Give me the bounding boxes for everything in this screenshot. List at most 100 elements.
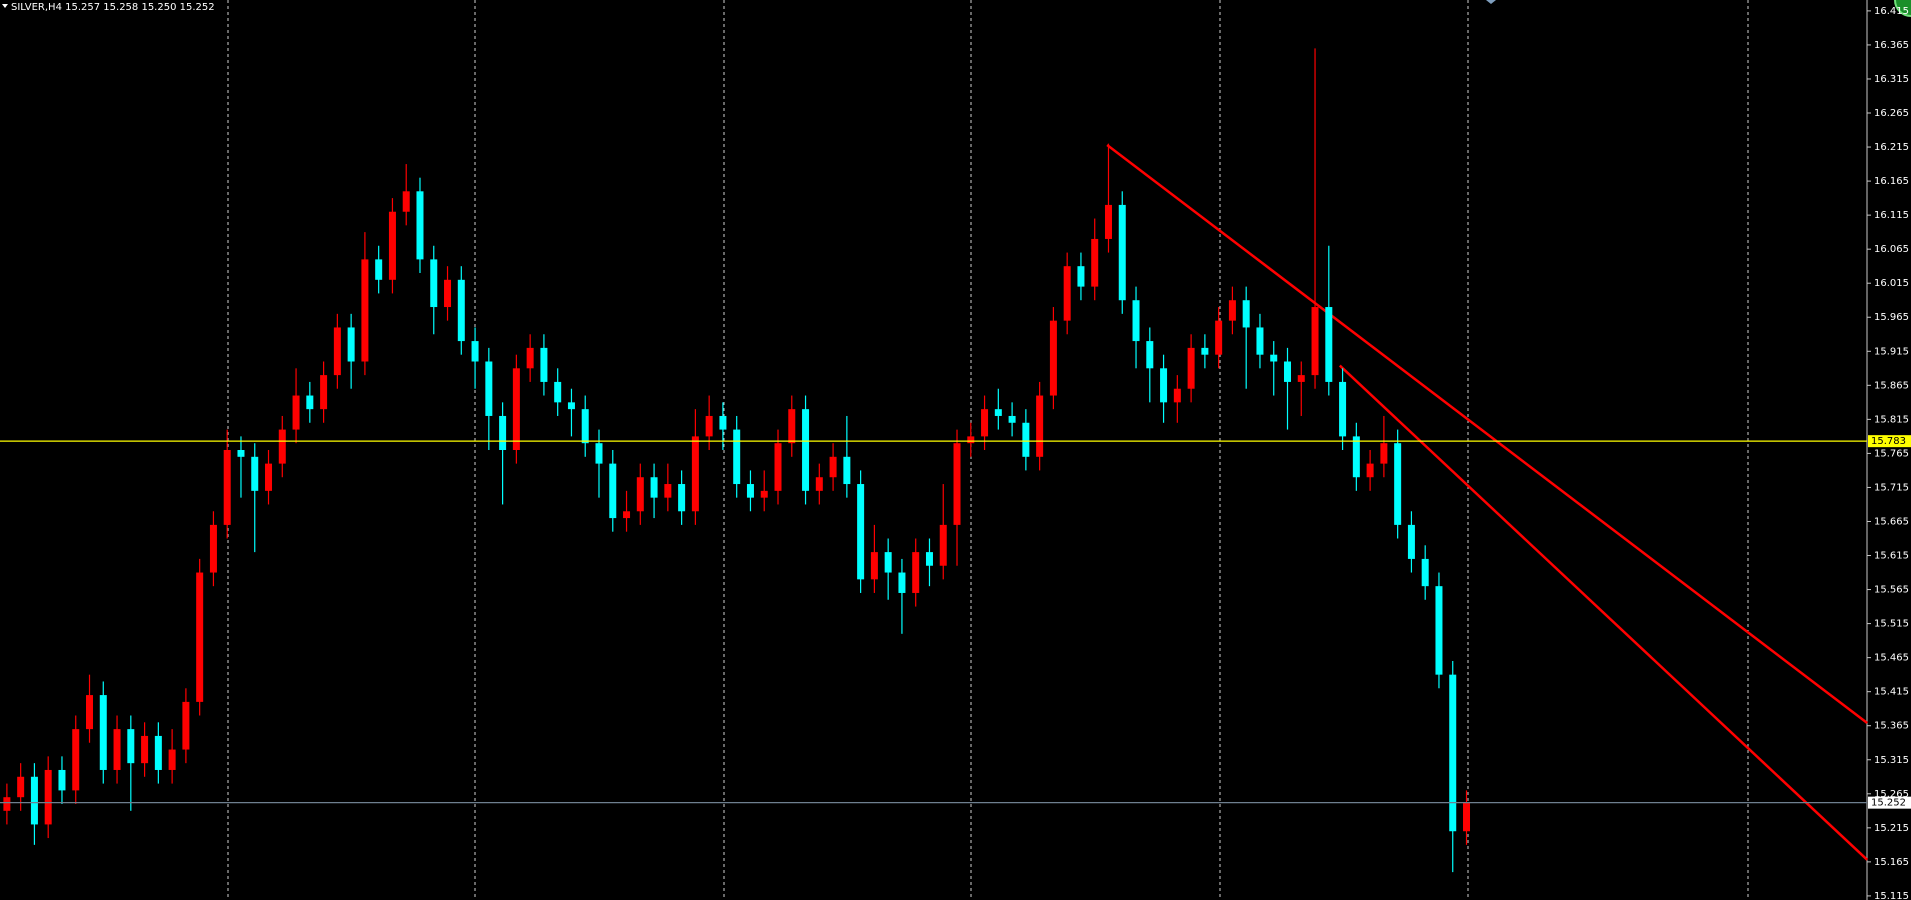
candle-body [1022, 422, 1030, 457]
y-tick-label: 15.665 [1874, 516, 1909, 527]
y-tick-label: 16.015 [1874, 278, 1909, 289]
candle-body [457, 279, 465, 342]
candle-body [719, 415, 727, 430]
y-tick-label: 15.465 [1874, 653, 1909, 664]
candle-body [678, 484, 686, 512]
candle-body [857, 484, 865, 580]
y-tick-label: 15.715 [1874, 482, 1909, 493]
y-tick-label: 15.515 [1874, 619, 1909, 630]
candle-body [113, 729, 121, 770]
candles [3, 48, 1471, 873]
candle-body [705, 415, 713, 437]
candle-body [485, 361, 493, 416]
price-label-box [1868, 435, 1911, 448]
candle-body [375, 259, 383, 280]
candle-body [746, 484, 754, 498]
status-icon[interactable] [1894, 0, 1911, 17]
y-tick-label: 15.965 [1874, 312, 1909, 323]
candle-body [237, 450, 245, 457]
candle-body [554, 381, 562, 403]
candle-body [1215, 320, 1223, 355]
y-tick-label: 15.765 [1874, 448, 1909, 459]
candle-body [292, 395, 300, 430]
candle-body [788, 409, 796, 444]
candle-body [595, 443, 603, 464]
candle-body [1063, 266, 1071, 321]
candle-body [1146, 341, 1154, 369]
candle-body [650, 477, 658, 498]
y-tick-label: 15.365 [1874, 721, 1909, 732]
candle-body [815, 477, 823, 491]
candle-body [664, 484, 672, 498]
candle-body [499, 415, 507, 450]
y-tick-label: 16.365 [1874, 40, 1909, 51]
candle-body [1380, 443, 1388, 464]
candle-body [182, 701, 190, 750]
candle-body [581, 409, 589, 444]
candle-body [416, 191, 424, 260]
candle-body [609, 463, 617, 519]
price-label-box [1868, 796, 1911, 809]
y-tick-label: 15.565 [1874, 585, 1909, 596]
menu-arrow[interactable] [2, 4, 8, 8]
candle-body [347, 327, 355, 362]
candle-body [925, 552, 933, 566]
candle-body [884, 552, 892, 573]
candle-body [430, 259, 438, 308]
chart-title: SILVER,H4 15.257 15.258 15.250 15.252 [11, 2, 215, 13]
candle-body [1201, 347, 1209, 355]
candle-body [168, 749, 176, 770]
y-tick-label: 15.865 [1874, 380, 1909, 391]
candle-body [223, 450, 231, 525]
candle-body [99, 695, 107, 770]
candle-body [1132, 300, 1140, 342]
candle-body [141, 735, 149, 764]
trendline [1338, 364, 1869, 861]
candle-body [636, 477, 644, 512]
candle-body [196, 572, 204, 702]
candle-body [444, 279, 452, 308]
candle-body [1449, 674, 1457, 832]
y-tick-label: 15.815 [1874, 414, 1909, 425]
candle-body [251, 456, 259, 491]
candle-body [981, 409, 989, 437]
y-tick-label: 15.215 [1874, 823, 1909, 834]
candle-body [265, 463, 273, 491]
candle-body [44, 769, 52, 825]
candle-body [209, 524, 217, 573]
period-separators [227, 0, 1749, 900]
candle-body [512, 368, 520, 450]
trendline [1106, 144, 1868, 724]
y-tick-label: 16.265 [1874, 108, 1909, 119]
candle-body [1325, 307, 1333, 382]
candle-body [1256, 327, 1264, 355]
y-tick-label: 15.165 [1874, 857, 1909, 868]
candle-body [1407, 524, 1415, 559]
candle-body [388, 211, 396, 280]
y-tick-label: 15.315 [1874, 755, 1909, 766]
candle-body [1366, 463, 1374, 478]
candle-body [72, 729, 80, 791]
candle-body [1352, 436, 1360, 478]
candle-body [30, 776, 38, 825]
candle-body [1104, 204, 1112, 239]
candle-body [320, 375, 328, 410]
candle-body [1297, 375, 1305, 382]
candle-body [967, 436, 975, 444]
candle-body [1049, 320, 1057, 396]
candle-body [843, 456, 851, 485]
candle-body [526, 347, 534, 369]
y-tick-label: 16.315 [1874, 74, 1909, 85]
candle-body [1463, 802, 1471, 832]
candle-body [870, 552, 878, 580]
candle-body [361, 259, 369, 362]
candle-body [3, 797, 11, 811]
y-tick-label: 16.115 [1874, 210, 1909, 221]
candle-body [1160, 368, 1168, 403]
price-label: 15.783 [1871, 436, 1906, 447]
candle-body [953, 443, 961, 525]
candle-body [802, 409, 810, 491]
y-tick-label: 15.265 [1874, 789, 1909, 800]
